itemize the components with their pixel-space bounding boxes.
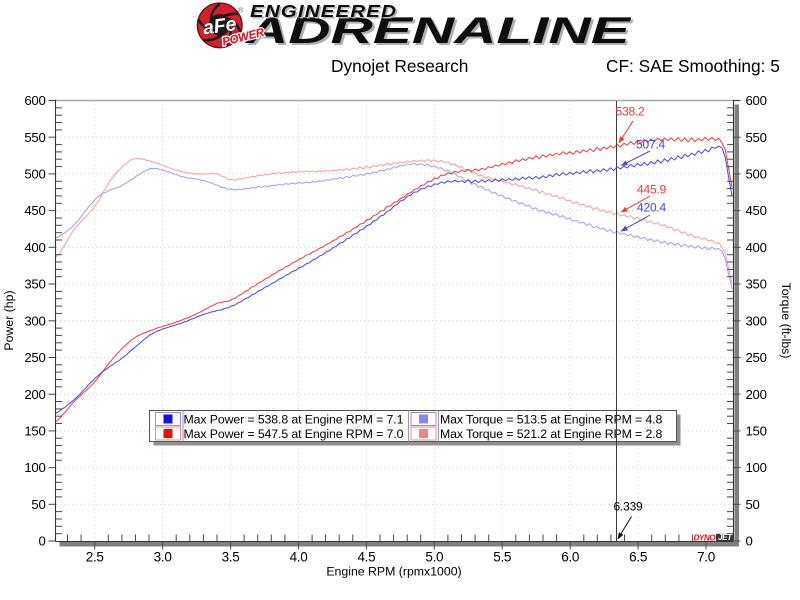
- svg-text:Engine RPM (rpmx1000): Engine RPM (rpmx1000): [326, 565, 461, 579]
- svg-text:200: 200: [746, 387, 767, 402]
- svg-text:550: 550: [24, 130, 45, 145]
- svg-text:50: 50: [746, 497, 760, 512]
- svg-text:250: 250: [746, 350, 767, 365]
- svg-text:0: 0: [746, 534, 753, 549]
- svg-text:0: 0: [38, 534, 45, 549]
- svg-text:600: 600: [746, 93, 767, 108]
- svg-text:aFe: aFe: [201, 13, 237, 39]
- svg-text:350: 350: [24, 277, 45, 292]
- svg-text:Max Torque = 521.2 at Engine R: Max Torque = 521.2 at Engine RPM = 2.8: [440, 427, 663, 441]
- svg-text:445.9: 445.9: [637, 183, 667, 197]
- svg-text:3.0: 3.0: [154, 550, 172, 565]
- svg-text:Max Power = 547.5 at Engine RP: Max Power = 547.5 at Engine RPM = 7.0: [184, 427, 404, 441]
- svg-text:420.4: 420.4: [637, 201, 667, 215]
- svg-text:6.0: 6.0: [561, 550, 579, 565]
- svg-text:DYNO: DYNO: [694, 533, 717, 542]
- svg-text:Max Power = 538.8 at Engine RP: Max Power = 538.8 at Engine RPM = 7.1: [184, 413, 404, 427]
- svg-text:500: 500: [24, 167, 45, 182]
- svg-text:Torque (ft-lbs): Torque (ft-lbs): [779, 283, 793, 359]
- svg-text:300: 300: [24, 313, 45, 328]
- svg-text:550: 550: [746, 130, 767, 145]
- svg-text:6.5: 6.5: [629, 550, 647, 565]
- svg-text:JET: JET: [718, 533, 733, 542]
- svg-text:Power (hp): Power (hp): [2, 290, 16, 350]
- svg-text:200: 200: [24, 387, 45, 402]
- svg-text:507.4: 507.4: [636, 138, 666, 152]
- svg-text:6.339: 6.339: [614, 500, 644, 514]
- svg-text:100: 100: [24, 460, 45, 475]
- svg-text:7.0: 7.0: [697, 550, 715, 565]
- svg-text:600: 600: [24, 93, 45, 108]
- svg-text:5.0: 5.0: [425, 550, 443, 565]
- svg-text:400: 400: [746, 240, 767, 255]
- svg-text:150: 150: [746, 424, 767, 439]
- svg-text:150: 150: [24, 424, 45, 439]
- svg-text:4.5: 4.5: [357, 550, 375, 565]
- svg-text:538.2: 538.2: [616, 105, 646, 119]
- svg-text:450: 450: [24, 203, 45, 218]
- svg-text:300: 300: [746, 313, 767, 328]
- svg-text:Max Torque = 513.5 at Engine R: Max Torque = 513.5 at Engine RPM = 4.8: [440, 413, 663, 427]
- svg-text:50: 50: [31, 497, 45, 512]
- svg-text:250: 250: [24, 350, 45, 365]
- svg-text:450: 450: [746, 203, 767, 218]
- svg-text:®: ®: [238, 6, 244, 15]
- svg-text:400: 400: [24, 240, 45, 255]
- svg-text:2.5: 2.5: [86, 550, 104, 565]
- svg-text:3.5: 3.5: [222, 550, 240, 565]
- svg-text:4.0: 4.0: [290, 550, 308, 565]
- svg-text:5.5: 5.5: [493, 550, 511, 565]
- svg-text:350: 350: [746, 277, 767, 292]
- svg-text:100: 100: [746, 460, 767, 475]
- svg-text:500: 500: [746, 167, 767, 182]
